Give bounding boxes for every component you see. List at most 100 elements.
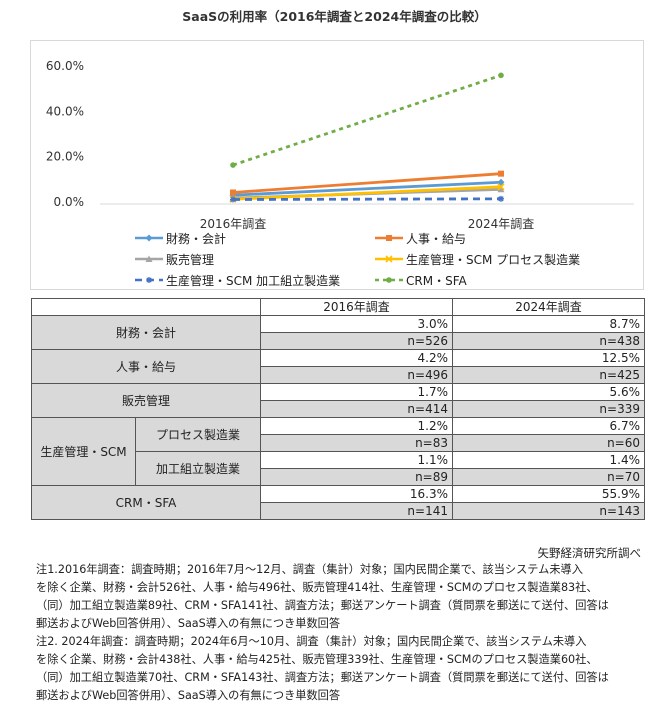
legend-swatch <box>135 255 163 262</box>
note-line: 郵送およびWeb回答併用）、SaaS導入の有無につき単数回答 <box>36 689 341 702</box>
n-cell: n=143 <box>452 502 645 520</box>
series-line <box>231 180 503 197</box>
legend-label: 生産管理・SCM 加工組立製造業 <box>166 273 341 288</box>
table-header-row: 2016年調査 2024年調査 <box>31 298 645 316</box>
legend-label: 販売管理 <box>166 252 215 267</box>
legend-swatch <box>135 277 163 283</box>
pct-cell: 6.7% <box>452 417 645 435</box>
series-group <box>230 195 504 203</box>
row-label: CRM・SFA <box>31 485 261 520</box>
legend-label: 生産管理・SCM プロセス製造業 <box>406 252 581 267</box>
data-point <box>498 72 504 79</box>
pct-cell: 1.2% <box>260 417 453 435</box>
data-point <box>230 189 236 196</box>
note-line: を除く企業、財務・会計526社、人事・給与496社、販売管理414社、生産管理・… <box>36 581 598 594</box>
note-line: （同）加工組立製造業70社、CRM・SFA143社、調査方法；郵送アンケート調査… <box>36 671 609 684</box>
n-cell: n=496 <box>260 366 453 384</box>
n-cell: n=70 <box>452 468 645 486</box>
pct-cell: 1.4% <box>452 451 645 469</box>
legend-item: 生産管理・SCM プロセス製造業 <box>374 251 604 267</box>
legend-swatch-marker <box>386 277 392 283</box>
legend-item: 生産管理・SCM 加工組立製造業 <box>134 272 374 288</box>
table-row: 加工組立製造業 1.1% 1.4% <box>32 451 645 486</box>
note-line: 注1.2016年調査：調査時期；2016年7月～12月、調査（集計）対象；国内民… <box>36 563 583 576</box>
legend-swatch <box>135 234 163 242</box>
series-line <box>231 172 503 194</box>
y-tick-label: 0.0% <box>54 195 85 209</box>
legend-swatch-marker <box>385 255 393 263</box>
pct-cell: 3.0% <box>260 315 453 333</box>
row-label: 人事・給与 <box>31 349 261 384</box>
y-tick-label: 40.0% <box>46 104 84 118</box>
series-line <box>232 73 502 167</box>
pct-cell: 5.6% <box>452 383 645 401</box>
n-cell: n=83 <box>260 434 453 452</box>
data-point <box>230 196 236 203</box>
chart-legend: 財務・会計 人事・給与販売管理 生産管理・SCM プロセス製造業生産管理・SCM 加… <box>134 230 604 288</box>
legend-item: CRM・SFA <box>374 272 604 288</box>
table-row: n=83 n=60 <box>32 434 645 452</box>
chart-frame <box>30 40 644 290</box>
legend-label: 人事・給与 <box>406 231 467 246</box>
note-line: （同）加工組立製造業89社、CRM・SFA141社、調査方法；郵送アンケート調査… <box>36 599 609 612</box>
series-group <box>230 72 504 168</box>
n-cell: n=526 <box>260 332 453 350</box>
data-point <box>497 183 505 191</box>
n-cell: n=89 <box>260 468 453 486</box>
legend-item: 販売管理 <box>134 251 374 267</box>
legend-swatch <box>375 277 403 283</box>
series-line <box>232 197 502 201</box>
x-tick-label: 2016年調査 <box>200 217 267 231</box>
note-line: 郵送およびWeb回答併用）、SaaS導入の有無につき単数回答 <box>36 617 341 630</box>
legend-swatch-marker <box>145 234 153 242</box>
y-tick-label: 20.0% <box>46 150 84 164</box>
n-cell: n=141 <box>260 502 453 520</box>
table-row: n=141 n=143 <box>32 502 645 520</box>
row-group-label: 生産管理・SCM <box>31 417 136 486</box>
table-row: 人事・給与 4.2% 12.5% <box>31 349 645 384</box>
legend-label: 財務・会計 <box>166 231 227 246</box>
row-label: 財務・会計 <box>31 315 261 350</box>
pct-cell: 1.7% <box>260 383 453 401</box>
n-cell: n=438 <box>452 332 645 350</box>
source-credit: 矢野経済研究所調べ <box>537 546 642 560</box>
pct-cell: 4.2% <box>260 349 453 367</box>
n-cell: n=425 <box>452 366 645 384</box>
n-cell: n=414 <box>260 400 453 418</box>
data-point <box>498 170 504 177</box>
data-point <box>497 185 505 193</box>
legend-swatch-marker <box>146 277 152 283</box>
pct-cell: 8.7% <box>452 315 645 333</box>
pct-cell: 12.5% <box>452 349 645 367</box>
row-label: 販売管理 <box>31 383 261 418</box>
table-row: 生産管理・SCM プロセス製造業 1.2% 6.7% <box>31 417 645 486</box>
table-header-blank <box>31 298 261 316</box>
row-label: 加工組立製造業 <box>135 451 261 486</box>
legend-swatch-marker <box>386 235 392 241</box>
table-header-2016: 2016年調査 <box>260 298 453 316</box>
table-header-2024: 2024年調査 <box>452 298 645 316</box>
series-group <box>230 170 504 196</box>
pct-cell: 1.1% <box>260 451 453 469</box>
n-cell: n=60 <box>452 434 645 452</box>
row-label: プロセス製造業 <box>135 417 261 452</box>
note-line: 注2. 2024年調査：調査時期；2024年6月～10月、調査（集計）対象；国内… <box>36 635 587 648</box>
notes: 注1.2016年調査：調査時期；2016年7月～12月、調査（集計）対象；国内民… <box>36 561 636 705</box>
pct-cell: 16.3% <box>260 485 453 503</box>
data-point <box>230 162 236 168</box>
n-cell: n=339 <box>452 400 645 418</box>
x-tick-label: 2024年調査 <box>468 217 535 231</box>
series-line <box>231 185 503 201</box>
line-chart: 0.0% 20.0% 40.0% 60.0% 2016年調査 2024年調査 <box>46 59 634 231</box>
table-row: 販売管理 1.7% 5.6% <box>31 383 645 418</box>
legend-swatch <box>375 255 403 263</box>
legend-swatch <box>375 235 403 241</box>
legend-item: 財務・会計 <box>134 230 374 246</box>
table-row: CRM・SFA 16.3% 55.9% <box>31 485 645 520</box>
legend-swatch-marker <box>145 255 153 262</box>
legend-item: 人事・給与 <box>374 230 604 246</box>
table-row: n=496 n=425 <box>32 366 645 384</box>
data-point <box>498 195 504 202</box>
note-line: を除く企業、財務・会計438社、人事・給与425社、販売管理339社、生産管理・… <box>36 653 598 666</box>
pct-cell: 55.9% <box>452 485 645 503</box>
